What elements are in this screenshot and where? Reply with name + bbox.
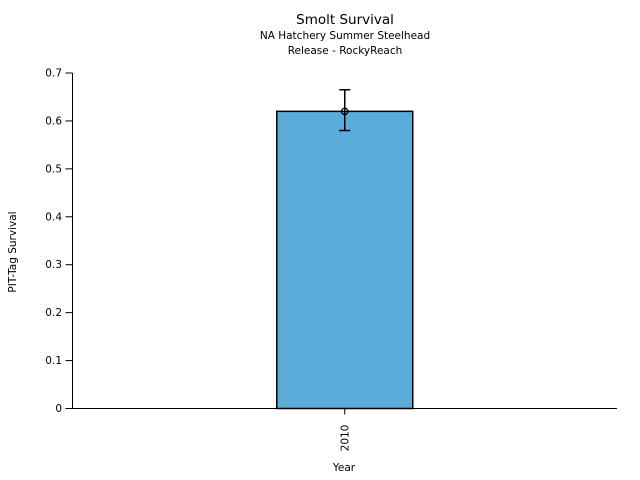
point-estimate-marker	[340, 107, 349, 116]
chart-subtitle-line1: NA Hatchery Summer Steelhead	[259, 30, 431, 42]
y-tick-label: 0.3	[45, 259, 62, 271]
chart-title: Smolt Survival	[296, 12, 394, 28]
chart-subtitle-line2: Release - RockyReach	[287, 45, 403, 57]
y-tick-label: 0.2	[45, 307, 62, 319]
y-tick-label: 0.4	[45, 211, 62, 223]
title-block: Smolt Survival NA Hatchery Summer Steelh…	[72, 0, 618, 59]
y-tick-label: 0.7	[45, 68, 62, 80]
y-tick-label: 0.5	[45, 163, 62, 175]
survival-bar	[276, 110, 414, 410]
y-tick-label: 0	[55, 403, 62, 415]
x-axis-label: Year	[332, 462, 356, 474]
x-tick-label: 2010	[339, 425, 351, 452]
y-tick-label: 0.1	[45, 355, 62, 367]
y-tick-label: 0.6	[45, 115, 62, 127]
